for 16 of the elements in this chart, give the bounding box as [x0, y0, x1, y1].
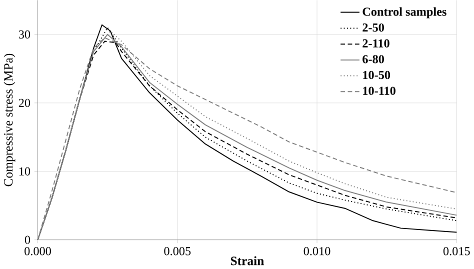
- y-tick-label: 10: [19, 167, 30, 176]
- legend-label: Control samples: [362, 7, 446, 18]
- x-tick-label: 0.000: [24, 247, 51, 256]
- legend-label: 10-110: [363, 86, 396, 95]
- legend-label: 6-80: [362, 55, 384, 64]
- legend-label: 2-50: [362, 23, 384, 32]
- x-axis-title: Strain: [230, 256, 264, 266]
- x-tick-label: 0.005: [164, 247, 191, 256]
- legend-label: 2-110: [362, 39, 390, 48]
- x-tick-label: 0.010: [304, 247, 330, 256]
- x-tick-label: 0.015: [443, 247, 470, 256]
- y-tick-label: 30: [18, 30, 30, 39]
- legend-label: 10-50: [363, 70, 390, 80]
- y-axis-title: Compressive stress (MPa): [4, 54, 16, 186]
- y-tick-label: 0: [24, 236, 30, 244]
- y-tick-label: 20: [18, 98, 30, 108]
